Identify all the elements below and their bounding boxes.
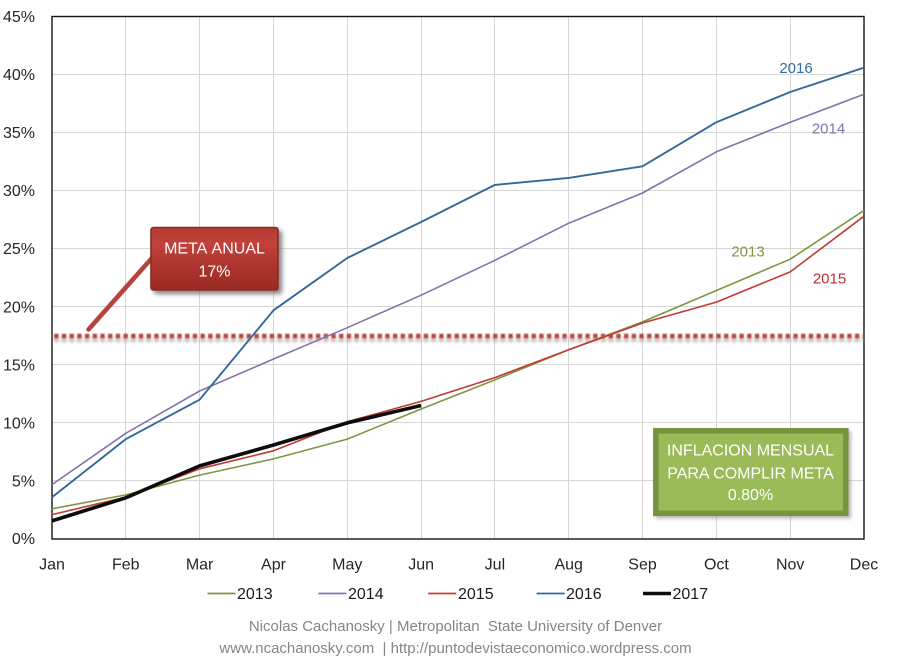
svg-text:INFLACION MENSUAL: INFLACION MENSUAL (667, 443, 834, 460)
svg-text:40%: 40% (3, 67, 35, 84)
svg-text:25%: 25% (3, 241, 35, 258)
svg-text:2014: 2014 (812, 121, 845, 138)
svg-text:Aug: Aug (554, 557, 582, 574)
svg-text:2013: 2013 (731, 244, 764, 261)
svg-text:Apr: Apr (261, 557, 287, 574)
svg-text:Nov: Nov (776, 557, 804, 574)
svg-text:Jun: Jun (408, 557, 434, 574)
svg-text:Jan: Jan (39, 557, 65, 574)
svg-text:2015: 2015 (813, 271, 846, 288)
svg-text:2013: 2013 (237, 586, 273, 603)
svg-text:Jul: Jul (485, 557, 505, 574)
svg-text:15%: 15% (3, 357, 35, 374)
svg-text:2015: 2015 (458, 586, 494, 603)
svg-text:35%: 35% (3, 125, 35, 142)
svg-text:Dec: Dec (850, 557, 878, 574)
svg-text:2016: 2016 (566, 586, 602, 603)
svg-text:17%: 17% (198, 264, 230, 281)
svg-text:5%: 5% (12, 473, 35, 490)
svg-text:META ANUAL: META ANUAL (164, 241, 265, 258)
svg-text:Oct: Oct (704, 557, 729, 574)
svg-text:0.80%: 0.80% (728, 487, 773, 504)
svg-text:www.ncachanosky.com | http://: www.ncachanosky.com | http://puntodevist… (218, 640, 691, 657)
svg-text:10%: 10% (3, 415, 35, 432)
svg-text:0%: 0% (12, 531, 35, 548)
svg-text:Sep: Sep (628, 557, 657, 574)
svg-text:PARA COMPLIR META: PARA COMPLIR META (667, 465, 834, 482)
svg-text:Nicolas Cachanosky | Metropoli: Nicolas Cachanosky | Metropolitan State … (249, 618, 662, 635)
svg-text:May: May (332, 557, 362, 574)
svg-text:2016: 2016 (779, 60, 812, 77)
svg-text:20%: 20% (3, 299, 35, 316)
svg-text:2014: 2014 (348, 586, 384, 603)
svg-text:Mar: Mar (186, 557, 214, 574)
svg-text:Feb: Feb (112, 557, 140, 574)
svg-text:45%: 45% (3, 9, 35, 26)
svg-text:30%: 30% (3, 183, 35, 200)
svg-text:2017: 2017 (673, 586, 709, 603)
